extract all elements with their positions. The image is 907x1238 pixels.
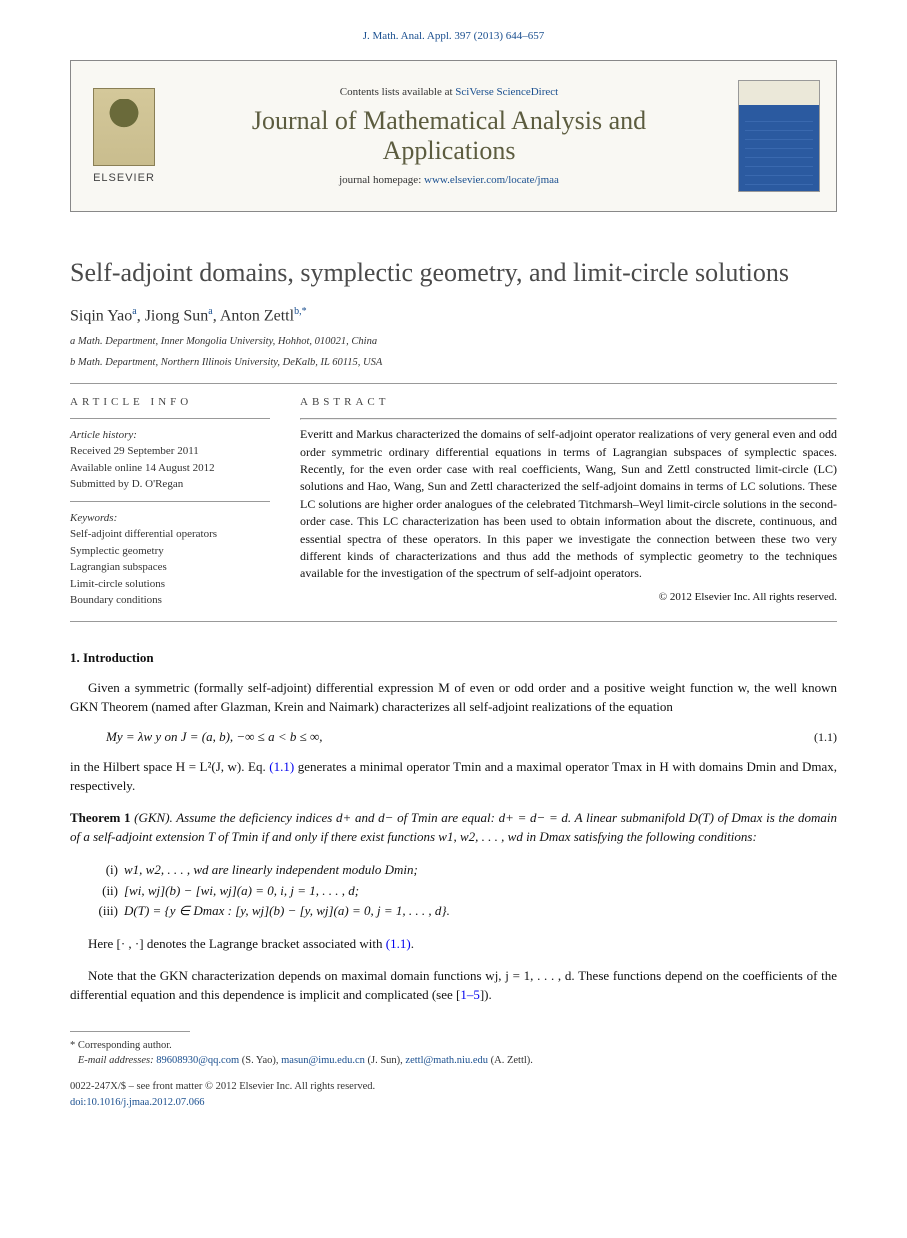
contents-line: Contents lists available at SciVerse Sci…	[183, 86, 715, 98]
divider	[300, 418, 837, 420]
abstract-head: ABSTRACT	[300, 396, 837, 408]
issn-line: 0022-247X/$ – see front matter © 2012 El…	[70, 1079, 837, 1095]
elsevier-logo: ELSEVIER	[71, 61, 177, 211]
condition-2: (ii) [wi, wj](b) − [wi, wj](a) = 0, i, j …	[88, 881, 837, 902]
history-online: Available online 14 August 2012	[70, 462, 215, 474]
footnotes: * Corresponding author. E-mail addresses…	[70, 1038, 837, 1070]
copyright-line: © 2012 Elsevier Inc. All rights reserved…	[300, 591, 837, 603]
cond-1-label: (i)	[88, 860, 118, 881]
eq-ref-link[interactable]: (1.1)	[386, 936, 411, 951]
para4-b: ]).	[480, 987, 492, 1002]
history-submitted: Submitted by D. O'Regan	[70, 478, 183, 490]
affiliation-a: a Math. Department, Inner Mongolia Unive…	[70, 335, 837, 350]
keyword-3: Lagrangian subspaces	[70, 561, 167, 573]
author-1-aff: a	[132, 306, 136, 317]
contents-prefix: Contents lists available at	[340, 86, 455, 98]
email-2[interactable]: masun@imu.edu.cn	[281, 1055, 365, 1066]
citation-link[interactable]: 1–5	[460, 987, 480, 1002]
cond-3-label: (iii)	[88, 901, 118, 922]
cond-3-text: D(T) = {y ∈ Dmax : [y, wj](b) − [y, wj](…	[124, 903, 450, 918]
abstract-text: Everitt and Markus characterized the dom…	[300, 426, 837, 583]
keywords-label: Keywords:	[70, 512, 117, 524]
para4-a: Note that the GKN characterization depen…	[70, 968, 837, 1002]
cover-thumbnail	[721, 61, 836, 211]
author-2: Jiong Sun	[145, 307, 209, 324]
theorem-1: Theorem 1 (GKN). Assume the deficiency i…	[70, 809, 837, 847]
keyword-5: Boundary conditions	[70, 594, 162, 606]
email-line: E-mail addresses: 89608930@qq.com (S. Ya…	[70, 1053, 837, 1069]
footnote-rule	[70, 1031, 190, 1032]
journal-name: Journal of Mathematical Analysis and App…	[183, 106, 715, 166]
history-received: Received 29 September 2011	[70, 445, 199, 457]
keyword-4: Limit-circle solutions	[70, 578, 165, 590]
journal-header: ELSEVIER Contents lists available at Sci…	[70, 60, 837, 212]
homepage-line: journal homepage: www.elsevier.com/locat…	[183, 174, 715, 186]
divider	[70, 621, 837, 622]
theorem-conditions: (i) w1, w2, . . . , wd are linearly indep…	[88, 860, 837, 922]
intro-para-1: Given a symmetric (formally self-adjoint…	[70, 679, 837, 717]
email-3-name: (A. Zettl).	[488, 1055, 533, 1066]
email-3[interactable]: zettl@math.niu.edu	[405, 1055, 488, 1066]
doi-link[interactable]: 10.1016/j.jmaa.2012.07.066	[86, 1097, 204, 1108]
sciencedirect-link[interactable]: SciVerse ScienceDirect	[455, 86, 558, 98]
email-label: E-mail addresses:	[78, 1055, 156, 1066]
author-3: Anton Zettl	[220, 307, 294, 324]
author-3-aff: b,*	[294, 306, 307, 317]
email-1[interactable]: 89608930@qq.com	[156, 1055, 239, 1066]
theorem-head: Theorem 1	[70, 810, 134, 825]
theorem-name: (GKN).	[134, 810, 176, 825]
email-2-name: (J. Sun),	[365, 1055, 406, 1066]
info-head: ARTICLE INFO	[70, 396, 270, 408]
cover-image-icon	[738, 80, 820, 192]
para-4: Note that the GKN characterization depen…	[70, 967, 837, 1005]
abstract-col: ABSTRACT Everitt and Markus characterize…	[300, 396, 837, 609]
para2-a: in the Hilbert space H = L²(J, w). Eq.	[70, 759, 269, 774]
top-citation: J. Math. Anal. Appl. 397 (2013) 644–657	[70, 30, 837, 42]
keywords: Keywords: Self-adjoint differential oper…	[70, 510, 270, 609]
equation-number: (1.1)	[814, 730, 837, 745]
article-info: ARTICLE INFO Article history: Received 2…	[70, 396, 270, 609]
theorem-body: Assume the deficiency indices d+ and d− …	[70, 810, 837, 844]
history-label: Article history:	[70, 429, 137, 441]
article-history: Article history: Received 29 September 2…	[70, 427, 270, 493]
article-title: Self-adjoint domains, symplectic geometr…	[70, 258, 837, 288]
doi-line: doi:10.1016/j.jmaa.2012.07.066	[70, 1095, 837, 1111]
condition-1: (i) w1, w2, . . . , wd are linearly indep…	[88, 860, 837, 881]
para-3: Here [· , ·] denotes the Lagrange bracke…	[70, 935, 837, 954]
condition-3: (iii) D(T) = {y ∈ Dmax : [y, wj](b) − [y,…	[88, 901, 837, 922]
equation-text: My = λw y on J = (a, b), −∞ ≤ a < b ≤ ∞,	[106, 729, 323, 745]
equation-1-1: My = λw y on J = (a, b), −∞ ≤ a < b ≤ ∞,…	[106, 729, 837, 745]
intro-para-2: in the Hilbert space H = L²(J, w). Eq. (…	[70, 758, 837, 796]
doi-label[interactable]: doi:	[70, 1097, 86, 1108]
cond-1-text: w1, w2, . . . , wd are linearly independ…	[124, 862, 418, 877]
author-2-aff: a	[208, 306, 212, 317]
corresponding-author: * Corresponding author.	[70, 1038, 837, 1054]
eq-ref-link[interactable]: (1.1)	[269, 759, 294, 774]
info-abstract-row: ARTICLE INFO Article history: Received 2…	[70, 396, 837, 609]
cond-2-text: [wi, wj](b) − [wi, wj](a) = 0, i, j = 1,…	[124, 883, 359, 898]
section-1-title: 1. Introduction	[70, 650, 837, 666]
page: J. Math. Anal. Appl. 397 (2013) 644–657 …	[0, 0, 907, 1151]
elsevier-tree-icon	[93, 88, 155, 166]
divider	[70, 501, 270, 502]
divider	[70, 383, 837, 384]
para3-b: .	[411, 936, 414, 951]
divider	[70, 418, 270, 419]
cond-2-label: (ii)	[88, 881, 118, 902]
email-1-name: (S. Yao),	[239, 1055, 281, 1066]
elsevier-label: ELSEVIER	[93, 172, 155, 184]
affiliation-b: b Math. Department, Northern Illinois Un…	[70, 356, 837, 371]
para3-a: Here [· , ·] denotes the Lagrange bracke…	[88, 936, 386, 951]
homepage-link[interactable]: www.elsevier.com/locate/jmaa	[424, 174, 559, 186]
keyword-2: Symplectic geometry	[70, 545, 164, 557]
bottom-block: 0022-247X/$ – see front matter © 2012 El…	[70, 1079, 837, 1111]
authors: Siqin Yaoa, Jiong Suna, Anton Zettlb,*	[70, 306, 837, 325]
keyword-1: Self-adjoint differential operators	[70, 528, 217, 540]
author-1: Siqin Yao	[70, 307, 132, 324]
homepage-prefix: journal homepage:	[339, 174, 424, 186]
header-center: Contents lists available at SciVerse Sci…	[177, 61, 721, 211]
